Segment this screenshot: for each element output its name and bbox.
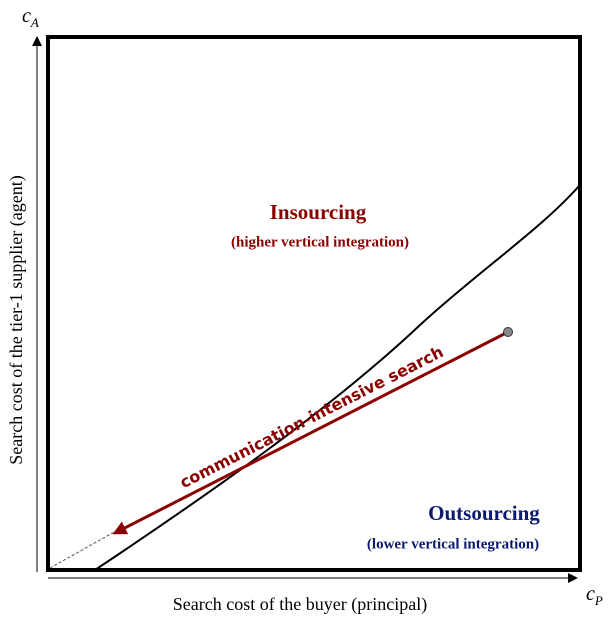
boundary-curve xyxy=(94,184,581,571)
y-axis-symbol: cA xyxy=(22,5,39,30)
search-arrow xyxy=(112,330,509,535)
frame xyxy=(46,35,582,572)
dashed-extension xyxy=(49,530,117,569)
start-point xyxy=(503,327,513,337)
region-title: Outsourcing xyxy=(428,501,540,525)
y-axis-label: Search cost of the tier-1 supplier (agen… xyxy=(6,175,27,465)
region-title: Insourcing xyxy=(270,200,367,224)
x-axis-symbol: cP xyxy=(586,583,603,608)
region-subtitle: (higher vertical integration) xyxy=(231,234,409,250)
x-axis-label: Search cost of the buyer (principal) xyxy=(173,594,427,615)
arrow-label: communication-intensive search xyxy=(177,342,447,492)
region-subtitle: (lower vertical integration) xyxy=(367,536,539,552)
